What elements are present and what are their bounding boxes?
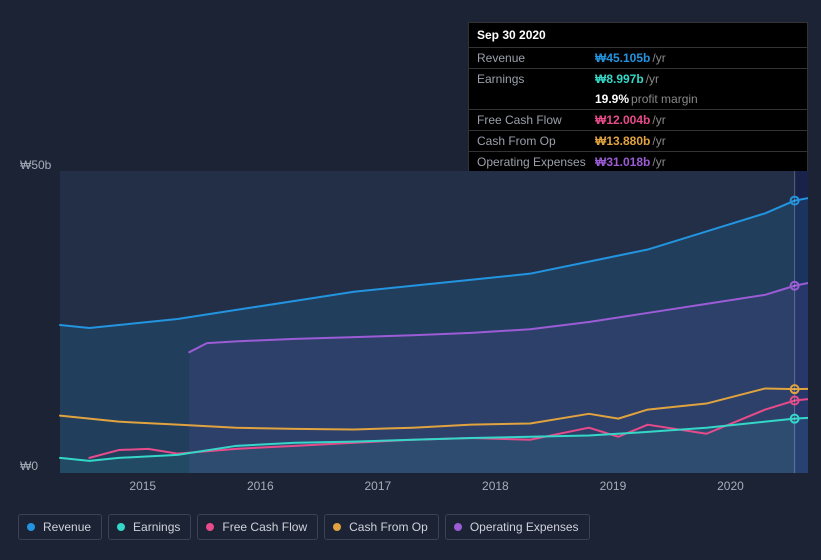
x-axis-label: 2016 bbox=[247, 479, 274, 493]
tooltip-value: ₩45.105b bbox=[595, 51, 650, 65]
tooltip-row: Cash From Op₩13.880b/yr bbox=[469, 130, 807, 151]
x-axis-label: 2020 bbox=[717, 479, 744, 493]
tooltip-row: Revenue₩45.105b/yr bbox=[469, 47, 807, 68]
x-axis-label: 2018 bbox=[482, 479, 509, 493]
legend-label: Cash From Op bbox=[349, 520, 428, 534]
tooltip-subrow: 19.9% profit margin bbox=[469, 89, 807, 109]
legend-label: Earnings bbox=[133, 520, 180, 534]
legend-dot bbox=[27, 523, 35, 531]
tooltip-extra-text: profit margin bbox=[631, 92, 698, 106]
legend-dot bbox=[333, 523, 341, 531]
legend-dot bbox=[206, 523, 214, 531]
x-axis-label: 2017 bbox=[364, 479, 391, 493]
tooltip-unit: /yr bbox=[646, 72, 659, 86]
legend-label: Free Cash Flow bbox=[222, 520, 307, 534]
legend-label: Revenue bbox=[43, 520, 91, 534]
tooltip-value: ₩13.880b bbox=[595, 134, 650, 148]
legend-item-operating-expenses[interactable]: Operating Expenses bbox=[445, 514, 590, 540]
legend-item-earnings[interactable]: Earnings bbox=[108, 514, 191, 540]
chart-legend: Revenue Earnings Free Cash Flow Cash From O… bbox=[18, 514, 590, 540]
x-axis-label: 2019 bbox=[600, 479, 627, 493]
tooltip-row: Earnings₩8.997b/yr bbox=[469, 68, 807, 89]
tooltip-label: Cash From Op bbox=[477, 134, 595, 148]
legend-dot bbox=[454, 523, 462, 531]
tooltip-date: Sep 30 2020 bbox=[469, 23, 807, 47]
tooltip-row: Free Cash Flow₩12.004b/yr bbox=[469, 109, 807, 130]
financials-chart[interactable] bbox=[18, 155, 808, 485]
tooltip-value: ₩8.997b bbox=[595, 72, 644, 86]
legend-item-cash-from-op[interactable]: Cash From Op bbox=[324, 514, 439, 540]
legend-item-revenue[interactable]: Revenue bbox=[18, 514, 102, 540]
tooltip-value: ₩12.004b bbox=[595, 113, 650, 127]
chart-tooltip: Sep 30 2020 Revenue₩45.105b/yrEarnings₩8… bbox=[468, 22, 808, 173]
x-axis-labels: 2015 2016 2017 2018 2019 2020 bbox=[42, 479, 806, 499]
legend-label: Operating Expenses bbox=[470, 520, 579, 534]
tooltip-unit: /yr bbox=[652, 113, 665, 127]
tooltip-unit: /yr bbox=[652, 134, 665, 148]
legend-dot bbox=[117, 523, 125, 531]
tooltip-label: Revenue bbox=[477, 51, 595, 65]
tooltip-label: Earnings bbox=[477, 72, 595, 86]
tooltip-extra-value: 19.9% bbox=[595, 92, 629, 106]
tooltip-unit: /yr bbox=[652, 51, 665, 65]
tooltip-label: Free Cash Flow bbox=[477, 113, 595, 127]
x-axis-label: 2015 bbox=[129, 479, 156, 493]
legend-item-free-cash-flow[interactable]: Free Cash Flow bbox=[197, 514, 318, 540]
